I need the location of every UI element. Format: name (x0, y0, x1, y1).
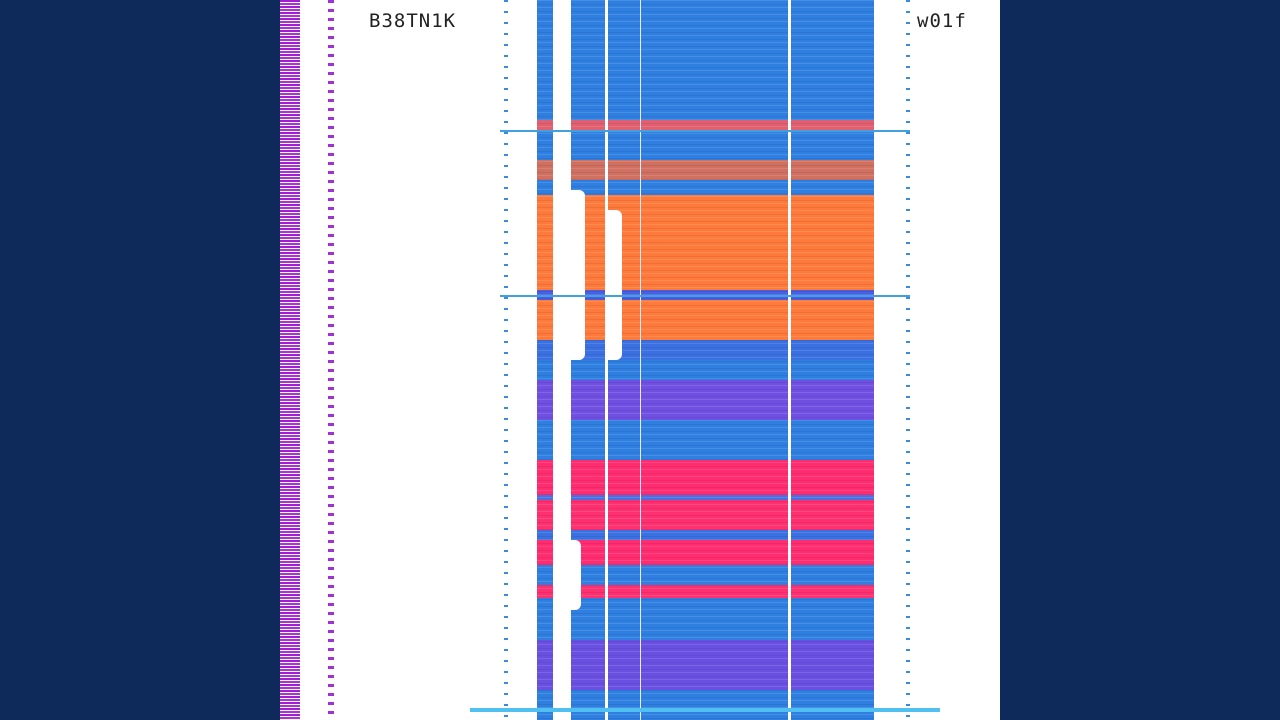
gap (874, 0, 877, 720)
cyan-line (500, 130, 910, 132)
gap (605, 0, 608, 720)
white-lump (571, 190, 585, 360)
right-thin-waveform (906, 0, 910, 720)
purple-waveform-bar (280, 0, 300, 720)
album-cover: B38TN1K w01f (280, 0, 1000, 720)
artist-name: B38TN1K (369, 10, 457, 32)
gap (640, 0, 641, 720)
track-title: w01f (917, 10, 967, 32)
white-lump (896, 200, 906, 290)
spectrogram-field (537, 0, 906, 720)
cyan-line (470, 708, 940, 712)
gap (553, 0, 571, 720)
spectrogram-stripes (537, 0, 877, 720)
white-lump (608, 210, 622, 360)
gap (788, 0, 791, 720)
white-lump (571, 540, 581, 610)
left-thin-waveform (504, 0, 508, 720)
purple-thin-waveform (328, 0, 334, 720)
cyan-line (500, 295, 910, 297)
